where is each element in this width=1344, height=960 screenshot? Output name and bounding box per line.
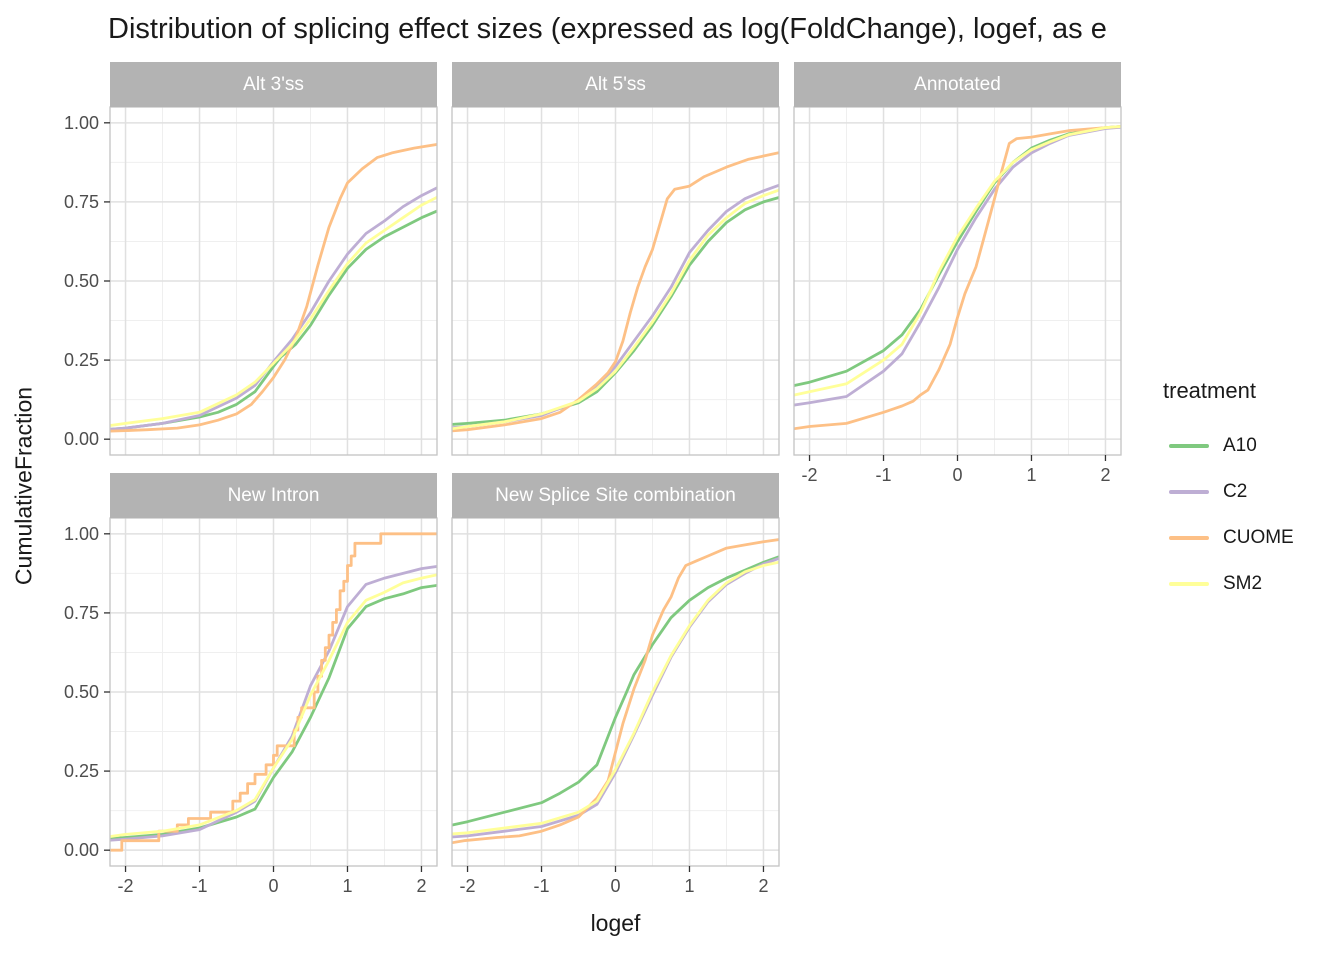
facet-strip-alt5ss: Alt 5'ss <box>452 62 779 107</box>
legend-label-c2: C2 <box>1223 481 1248 502</box>
plot-title: Distribution of splicing effect sizes (e… <box>108 13 1107 45</box>
legend-row-a10: A10 <box>1163 423 1294 469</box>
facet-strip-new-splice-site-combination: New Splice Site combination <box>452 473 779 518</box>
legend: treatment A10 C2 CUOME SM2 <box>1163 378 1294 607</box>
ecdf-line-cuome <box>110 532 437 852</box>
x-tick-label: 0 <box>268 876 278 896</box>
legend-row-sm2: SM2 <box>1163 561 1294 607</box>
ecdf-line-sm2 <box>452 188 779 431</box>
x-tick-label: 2 <box>416 876 426 896</box>
facet-panel-4: -2 -1 0 1 2 <box>451 517 780 896</box>
ecdf-line-sm2 <box>452 560 779 836</box>
facet-panel-0: 0.00 0.25 0.50 0.75 1.00 <box>64 106 438 456</box>
x-tick-label: 0 <box>952 465 962 485</box>
legend-title: treatment <box>1163 378 1256 403</box>
y-tick-label: 0.25 <box>64 761 99 781</box>
ecdf-lines <box>110 143 437 433</box>
gridlines <box>110 518 437 866</box>
ecdf-lines <box>452 538 779 845</box>
legend-key-cuome-line <box>1169 536 1209 540</box>
facet-strip-alt3ss: Alt 3'ss <box>110 62 437 107</box>
facet-panel-3: -2 -1 0 1 2 0.00 0.25 0.50 0.75 1.00 <box>64 517 438 896</box>
ecdf-line-a10 <box>452 555 779 827</box>
ecdf-line-cuome <box>452 151 779 433</box>
y-tick-label: 1.00 <box>64 113 99 133</box>
x-tick-label: 2 <box>758 876 768 896</box>
x-tick-label: 1 <box>684 876 694 896</box>
x-axis: -2 -1 0 1 2 <box>460 866 768 896</box>
x-axis: -2 -1 0 1 2 <box>118 866 426 896</box>
x-tick-label: 1 <box>342 876 352 896</box>
facet-strip-annotated: Annotated <box>794 62 1121 107</box>
y-tick-label: 0.00 <box>64 429 99 449</box>
x-tick-label: -1 <box>876 465 892 485</box>
y-tick-label: 0.75 <box>64 603 99 623</box>
ecdf-line-sm2 <box>110 195 437 427</box>
ecdf-line-sm2 <box>110 573 437 838</box>
x-tick-label: -2 <box>460 876 476 896</box>
legend-key-a10-line <box>1169 444 1209 448</box>
ecdf-lines <box>110 532 437 852</box>
gridlines <box>110 107 437 455</box>
x-tick-label: -2 <box>802 465 818 485</box>
legend-label-cuome: CUOME <box>1223 527 1294 548</box>
y-tick-label: 0.00 <box>64 840 99 860</box>
y-tick-label: 0.75 <box>64 192 99 212</box>
facet-strip-new-intron: New Intron <box>110 473 437 518</box>
y-tick-label: 0.50 <box>64 682 99 702</box>
x-tick-label: 1 <box>1026 465 1036 485</box>
gridlines <box>794 107 1121 455</box>
y-axis-title: CumulativeFraction <box>10 386 37 586</box>
ecdf-line-a10 <box>110 583 437 841</box>
y-axis: 0.00 0.25 0.50 0.75 1.00 <box>64 113 110 449</box>
ecdf-lines <box>452 151 779 433</box>
ecdf-line-cuome <box>794 125 1121 431</box>
ecdf-line-cuome <box>110 143 437 433</box>
x-tick-label: 0 <box>610 876 620 896</box>
x-tick-label: -2 <box>118 876 134 896</box>
ecdf-lines <box>794 125 1121 431</box>
legend-label-a10: A10 <box>1223 435 1257 456</box>
legend-label-sm2: SM2 <box>1223 573 1263 594</box>
x-tick-label: -1 <box>534 876 550 896</box>
y-tick-label: 0.50 <box>64 271 99 291</box>
x-axis: -2 -1 0 1 2 <box>802 455 1110 485</box>
x-tick-label: 2 <box>1100 465 1110 485</box>
panel-border <box>451 106 780 456</box>
x-axis-title: logef <box>590 910 641 936</box>
y-axis: 0.00 0.25 0.50 0.75 1.00 <box>64 524 110 860</box>
ecdf-line-cuome <box>452 538 779 845</box>
gridlines <box>452 518 779 866</box>
legend-row-c2: C2 <box>1163 469 1294 515</box>
legend-row-cuome: CUOME <box>1163 515 1294 561</box>
ecdf-line-sm2 <box>794 125 1121 397</box>
x-tick-label: -1 <box>192 876 208 896</box>
y-tick-label: 1.00 <box>64 524 99 544</box>
facet-panel-2: -2 -1 0 1 2 <box>793 106 1122 485</box>
facet-panel-1 <box>451 106 780 456</box>
legend-key-sm2-line <box>1169 582 1209 586</box>
legend-key-c2-line <box>1169 490 1209 494</box>
y-tick-label: 0.25 <box>64 350 99 370</box>
